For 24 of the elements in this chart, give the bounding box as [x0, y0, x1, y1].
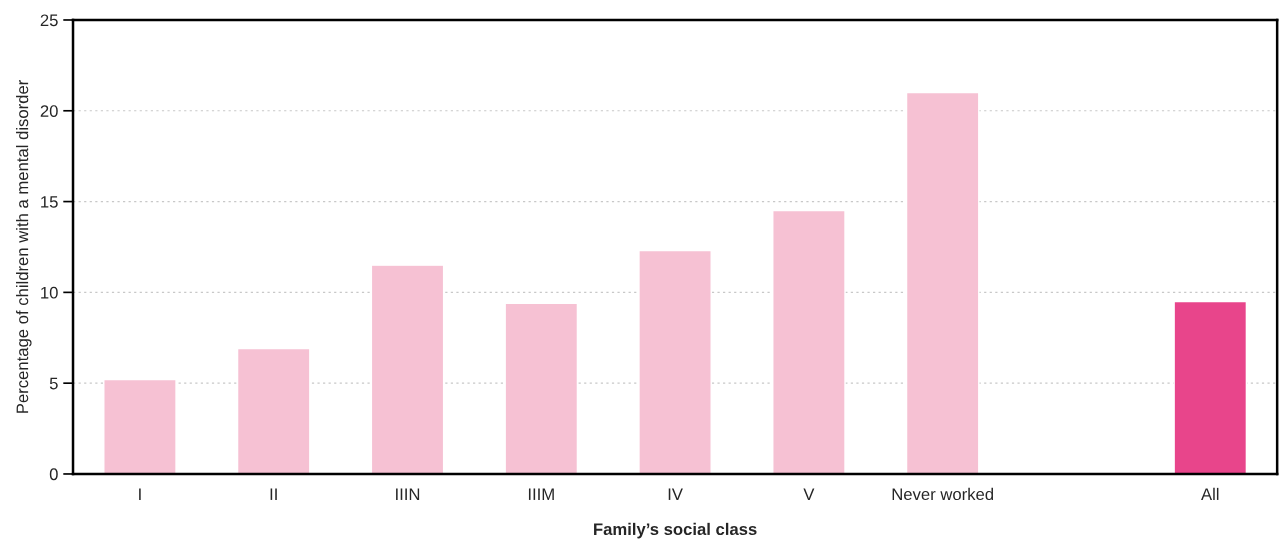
x-tick-label: All: [1201, 487, 1219, 500]
y-tick-label: 10: [41, 286, 58, 299]
x-tick-label: II: [270, 488, 277, 500]
x-axis-title: Family’s social class: [594, 522, 757, 539]
bar: [905, 91, 980, 474]
y-tick-label: 0: [49, 468, 58, 481]
y-axis-title: Percentage of children with a mental disorder: [16, 80, 32, 413]
bar: [772, 209, 846, 474]
y-tick-label: 25: [40, 14, 58, 27]
bar: [638, 249, 712, 474]
x-tick-label: I: [139, 488, 141, 500]
bar: [504, 302, 579, 474]
y-tick-label: 5: [49, 377, 58, 390]
bar: [236, 347, 311, 474]
x-tick-label: V: [803, 488, 815, 500]
y-tick-label: 15: [41, 196, 58, 208]
y-tick-label: 20: [40, 105, 58, 117]
bar: [370, 264, 445, 474]
bar: [103, 378, 177, 474]
x-tick-label: IV: [668, 488, 683, 500]
x-tick-label: IIIN: [396, 488, 420, 500]
bar: [1173, 300, 1248, 474]
x-tick-label: IIIM: [528, 488, 554, 500]
x-tick-label: Never worked: [892, 487, 994, 501]
